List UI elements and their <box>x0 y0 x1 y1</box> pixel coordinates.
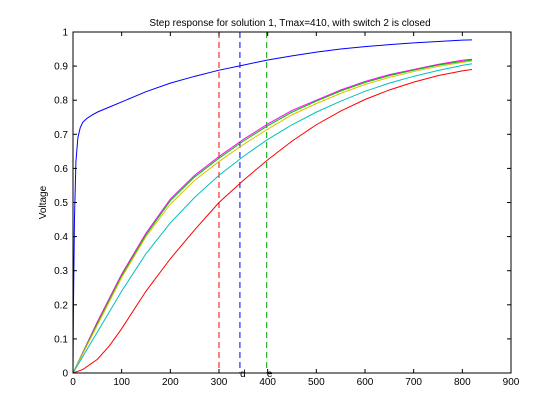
x-tick-label: 400 <box>259 377 276 388</box>
series-line-2 <box>72 59 473 374</box>
y-tick-label: 0.8 <box>54 96 68 107</box>
chart-title: Step response for solution 1, Tmax=410, … <box>149 18 430 29</box>
y-tick-label: 0.9 <box>54 62 68 73</box>
series-line-1 <box>72 58 473 374</box>
x-tick-label: 800 <box>454 377 471 388</box>
x-tick-label: 0 <box>70 377 76 388</box>
y-tick-label: 0.2 <box>54 300 68 311</box>
y-tick-label: 0.5 <box>54 198 68 209</box>
x-tick-label: 100 <box>113 377 130 388</box>
y-tick-label: 0.7 <box>54 130 68 141</box>
x-tick-label: 600 <box>357 377 374 388</box>
y-tick-label: 1 <box>62 28 68 39</box>
plot-area <box>73 32 511 373</box>
y-tick-label: 0.4 <box>54 232 68 243</box>
y-tick-label: 0.3 <box>54 266 68 277</box>
x-tick-label: 900 <box>503 377 520 388</box>
axes-area: 0 100 200 300 400 500 600 700 800 900 0 0.1 0.2 0.3 0.… <box>54 28 520 389</box>
y-tick-label: 0 <box>62 369 68 380</box>
x-tick-label: 300 <box>211 377 228 388</box>
x-tick-label: 700 <box>405 377 422 388</box>
y-axis-label: Voltage <box>38 185 49 219</box>
vline-label-2: e <box>267 369 273 380</box>
vline-label-1: d <box>240 369 246 380</box>
y-tick-label: 0.1 <box>54 334 68 345</box>
series-line-4 <box>72 63 473 374</box>
series-line-5 <box>72 69 473 374</box>
y-tick-label: 0.6 <box>54 164 68 175</box>
x-tick-label: 200 <box>162 377 179 388</box>
x-tick-label: 500 <box>308 377 325 388</box>
series-line-0 <box>72 39 473 374</box>
series-line-3 <box>72 60 473 374</box>
